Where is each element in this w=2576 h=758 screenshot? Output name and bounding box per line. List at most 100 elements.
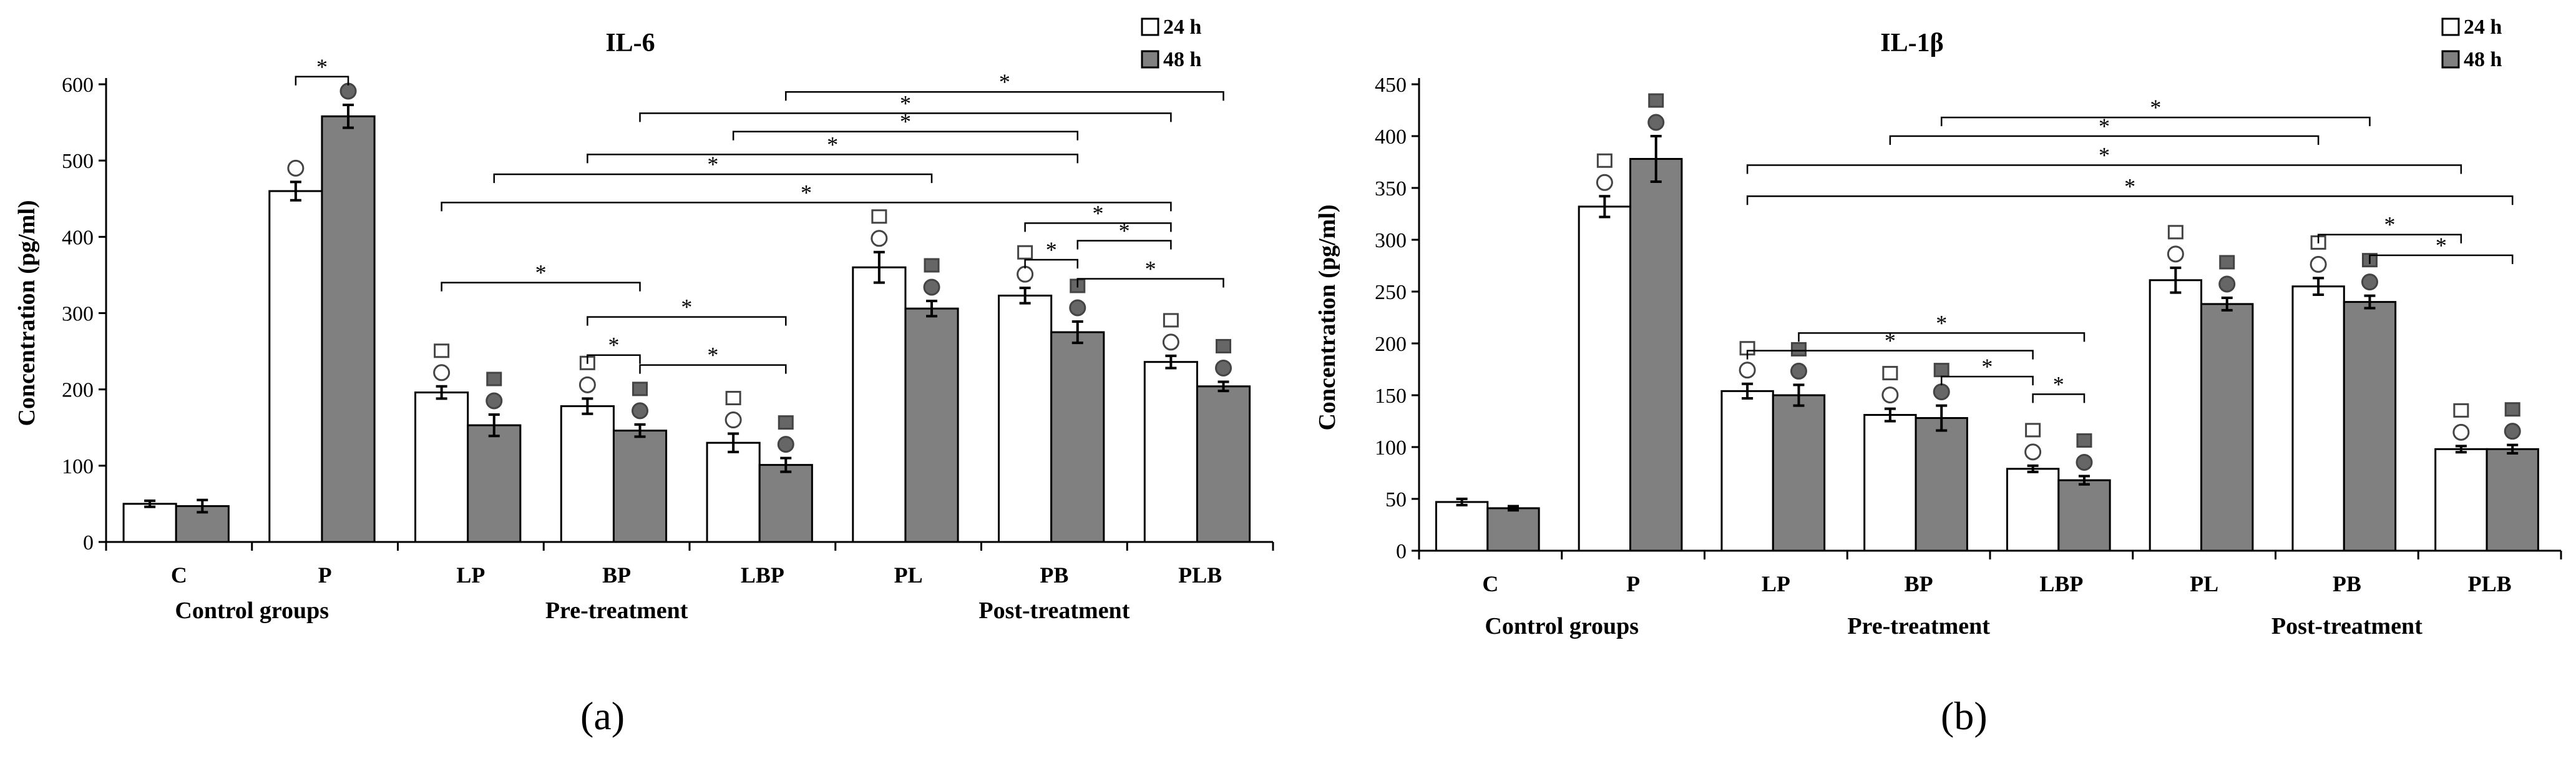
bracket-star: * — [1145, 257, 1156, 282]
bracket-line — [639, 112, 1172, 122]
significance-bracket: * — [639, 343, 787, 374]
bracket-line — [493, 173, 933, 184]
significance-bracket: * — [587, 295, 787, 326]
y-tick-label: 300 — [1375, 229, 1407, 252]
bracket-star: * — [316, 54, 328, 79]
significance-bracket: * — [441, 260, 641, 292]
category-label-PLB: PLB — [2468, 571, 2512, 596]
bracket-line — [2032, 393, 2086, 403]
category-label-LP: LP — [456, 563, 485, 588]
significance-bracket: * — [587, 333, 641, 364]
bracket-star: * — [535, 260, 547, 285]
bracket-star: * — [2436, 233, 2447, 258]
bar-LBP-48h — [2057, 479, 2111, 552]
significance-circle-marker — [1790, 362, 1807, 380]
legend-label-1: 48 h — [2464, 48, 2502, 71]
significance-square-marker — [1163, 313, 1179, 328]
bracket-line — [1746, 164, 2462, 174]
significance-bracket: * — [2032, 372, 2086, 403]
bar-C-24h — [122, 503, 177, 543]
bar-C-24h — [1435, 501, 1489, 552]
bar-BP-24h — [1863, 414, 1917, 552]
bar-LBP-48h — [758, 464, 813, 543]
bar-PL-24h — [852, 266, 907, 543]
category-label-LBP: LBP — [2039, 571, 2083, 596]
significance-bracket: * — [587, 132, 1079, 164]
legend-swatch-1 — [1141, 50, 1159, 69]
significance-square-marker — [1933, 363, 1949, 378]
category-label-LP: LP — [1762, 571, 1790, 596]
significance-square-marker — [1648, 93, 1664, 108]
bar-LP-24h — [414, 391, 469, 543]
significance-square-marker — [486, 372, 502, 386]
significance-circle-marker — [724, 411, 742, 429]
category-label-LBP: LBP — [741, 563, 784, 588]
significance-bracket: * — [1746, 328, 2034, 360]
category-label-PL: PL — [2190, 571, 2218, 596]
group-label-2: Post-treatment — [2271, 613, 2422, 639]
significance-circle-marker — [339, 82, 357, 100]
bar-PL-24h — [2149, 279, 2203, 552]
bracket-star: * — [2384, 212, 2396, 237]
bracket-star: * — [681, 295, 692, 320]
significance-bracket: * — [1076, 257, 1224, 288]
category-label-PL: PL — [894, 563, 923, 588]
category-label-PB: PB — [1040, 563, 1068, 588]
significance-bracket: * — [1746, 174, 2514, 205]
significance-bracket: * — [2369, 233, 2514, 264]
significance-circle-marker — [2076, 453, 2093, 471]
significance-square-marker — [2453, 403, 2469, 418]
y-tick-label: 100 — [62, 455, 94, 478]
significance-square-marker — [2167, 225, 2183, 240]
bracket-line — [1940, 116, 2371, 127]
bar-PLB-48h — [1196, 385, 1251, 543]
bracket-line — [587, 154, 1079, 164]
significance-square-marker — [725, 391, 741, 406]
significance-square-marker — [1790, 342, 1807, 357]
chart-title: IL-1β — [1880, 29, 1943, 57]
bracket-line — [1076, 240, 1172, 250]
significance-circle-marker — [2167, 245, 2184, 263]
y-tick-label: 200 — [62, 379, 94, 402]
bracket-star: * — [900, 109, 911, 134]
y-tick-label: 400 — [1375, 126, 1407, 149]
chart-il1b: IL-1β 24 h 48 h Concentration (pg/ml) 0 50 100… — [1314, 16, 2562, 639]
significance-bracket: * — [2317, 212, 2462, 244]
bracket-star: * — [900, 91, 911, 116]
category-label-PB: PB — [2333, 571, 2361, 596]
significance-bracket: * — [295, 54, 349, 86]
legend-label-0: 24 h — [2464, 16, 2502, 39]
bracket-star: * — [2124, 174, 2135, 199]
legend-swatch-1 — [2441, 50, 2460, 69]
y-tick-label: 600 — [62, 74, 94, 97]
y-axis-label: Concentration (pg/ml) — [1314, 204, 1340, 430]
y-tick-label: 200 — [1375, 333, 1407, 356]
y-tick-label: 450 — [1375, 74, 1407, 97]
bar-P-24h — [268, 190, 323, 543]
bracket-star: * — [2099, 142, 2110, 167]
y-tick-label: 100 — [1375, 436, 1407, 460]
bracket-line — [1746, 350, 2034, 360]
bracket-star: * — [1093, 200, 1104, 225]
y-tick-label: 250 — [1375, 281, 1407, 304]
panel-label-a-text: (a) — [580, 694, 625, 738]
bracket-line — [1798, 332, 2086, 342]
group-label-1: Pre-treatment — [545, 598, 688, 624]
significance-square-marker — [632, 381, 648, 396]
category-label-PLB: PLB — [1178, 563, 1222, 588]
significance-circle-marker — [1739, 362, 1756, 379]
significance-bracket: * — [1798, 310, 2086, 342]
significance-circle-marker — [1069, 299, 1086, 317]
bar-PL-48h — [904, 307, 959, 543]
bracket-star: * — [608, 333, 619, 358]
significance-circle-marker — [923, 278, 940, 296]
significance-square-marker — [924, 258, 940, 273]
chart-il6: IL-6 24 h 48 h Concentration (pg/ml) 0 100 200… — [14, 16, 1274, 624]
bar-PLB-24h — [1143, 361, 1198, 543]
y-tick-label: 50 — [1385, 488, 1407, 511]
significance-bracket: * — [1746, 142, 2462, 174]
bar-PB-48h — [2343, 301, 2397, 552]
significance-circle-marker — [871, 230, 888, 247]
bracket-line — [441, 282, 641, 292]
y-tick-label: 0 — [1396, 540, 1407, 563]
